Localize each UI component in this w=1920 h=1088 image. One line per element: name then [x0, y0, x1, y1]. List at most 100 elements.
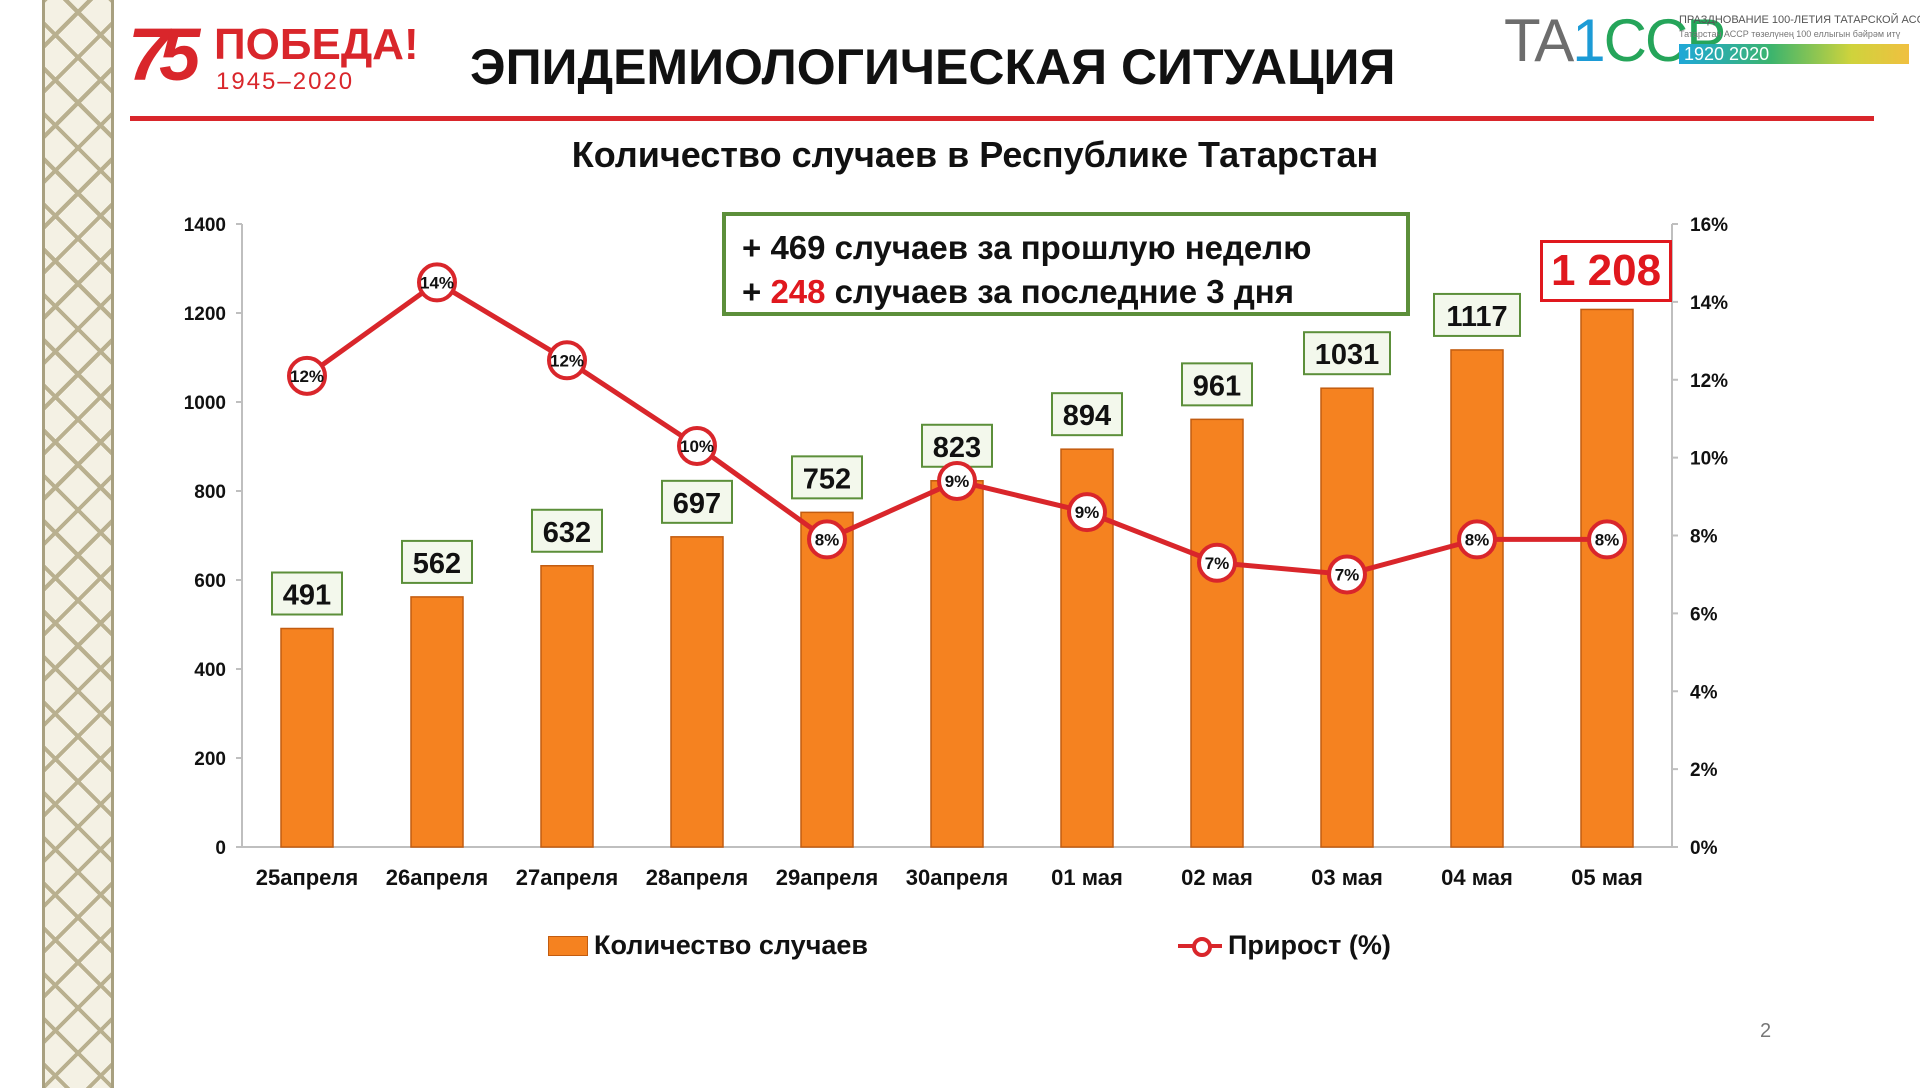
bar-value-box — [1051, 392, 1123, 437]
x-tick-label: 25апреля — [256, 865, 358, 890]
tassr-logo: TA1CCP ПРАЗДНОВАНИЕ 100-ЛЕТИЯ ТАТАРСКОЙ … — [1504, 6, 1920, 76]
growth-point-label: 14% — [420, 273, 454, 292]
ornamental-border — [42, 0, 114, 1088]
growth-point — [677, 425, 717, 466]
x-tick-label: 03 мая — [1311, 865, 1383, 890]
growth-point — [937, 460, 977, 501]
y-right-tick-label: 8% — [1690, 527, 1718, 548]
y-right-tick-label: 2% — [1690, 760, 1718, 781]
y-right-tick-label: 14% — [1690, 293, 1728, 314]
summary-3days-text: + 248 случаев за последние 3 дня — [742, 273, 1294, 310]
chart-bar — [1450, 349, 1504, 848]
chart-bar — [280, 627, 334, 848]
y-left-tick-label: 200 — [194, 749, 226, 770]
x-tick-label: 30апреля — [906, 865, 1008, 890]
bar-value-box — [661, 479, 733, 524]
chart-bar — [800, 511, 854, 848]
growth-point-label: 8% — [1465, 530, 1490, 549]
x-tick-label: 05 мая — [1571, 865, 1643, 890]
bar-value-label: 491 — [283, 580, 331, 612]
tassr-caption-2: Татарстан АССР төзелүнең 100 еллыгын бәй… — [1679, 29, 1901, 39]
chart-bar — [410, 596, 464, 848]
y-right-tick-label: 0% — [1690, 838, 1718, 859]
x-tick-label: 04 мая — [1441, 865, 1513, 890]
header-divider — [130, 116, 1874, 121]
page-title: ЭПИДЕМИОЛОГИЧЕСКАЯ СИТУАЦИЯ — [470, 39, 1396, 95]
growth-point-label: 8% — [1595, 530, 1620, 549]
bar-value-box — [271, 571, 343, 616]
y-left-tick-label: 1400 — [184, 215, 226, 236]
growth-point — [1067, 492, 1107, 533]
x-tick-label: 28апреля — [646, 865, 748, 890]
y-right-tick-label: 6% — [1690, 604, 1718, 625]
bar-value-box — [401, 539, 473, 584]
chart-bar — [1190, 418, 1244, 848]
legend-line-swatch — [1178, 936, 1222, 957]
growth-point-label: 7% — [1335, 565, 1360, 584]
weekly-summary-box: + 469 случаев за прошлую неделю + 248 сл… — [722, 212, 1410, 316]
bar-value-box — [1433, 292, 1521, 337]
bar-value-box — [531, 508, 603, 553]
legend-item-growth: Прирост (%) — [1178, 930, 1391, 961]
logo-years: 1945–2020 — [216, 68, 355, 95]
summary-3days-number: 248 — [770, 273, 826, 310]
growth-point — [417, 262, 457, 303]
growth-point — [547, 340, 587, 381]
total-cases-highlight: 1 208 — [1540, 240, 1672, 302]
bar-value-label: 632 — [543, 517, 591, 549]
tassr-mark: TA1CCP — [1504, 7, 1726, 74]
growth-point-label: 12% — [290, 367, 324, 386]
x-tick-label: 29апреля — [776, 865, 878, 890]
bar-value-label: 697 — [673, 488, 721, 520]
chart-bar — [1320, 387, 1374, 848]
chart-bar — [930, 480, 984, 848]
bar-value-label: 1117 — [1446, 301, 1507, 333]
legend-bar-swatch — [548, 935, 588, 956]
y-left-tick-label: 600 — [194, 571, 226, 592]
summary-week-text: + 469 случаев за прошлую неделю — [742, 229, 1312, 266]
y-right-tick-label: 16% — [1690, 215, 1728, 236]
x-tick-label: 27апреля — [516, 865, 618, 890]
page-number: 2 — [1760, 1020, 1772, 1042]
growth-point-label: 9% — [1075, 503, 1100, 522]
y-left-tick-label: 1000 — [184, 393, 226, 414]
x-tick-label: 26апреля — [386, 865, 488, 890]
growth-point — [1587, 519, 1627, 560]
bar-value-label: 823 — [933, 432, 981, 464]
y-right-tick-label: 12% — [1690, 371, 1728, 392]
y-left-tick-label: 800 — [194, 482, 226, 503]
growth-point-label: 12% — [550, 351, 584, 370]
bar-value-label: 1031 — [1315, 339, 1380, 371]
growth-point — [1327, 554, 1367, 595]
chart-bar — [540, 565, 594, 848]
bar-value-label: 894 — [1063, 400, 1111, 432]
bar-value-label: 961 — [1193, 370, 1241, 402]
logo-75-number: 75 — [128, 13, 200, 96]
x-tick-label: 02 мая — [1181, 865, 1253, 890]
growth-point-label: 8% — [815, 530, 840, 549]
growth-point-label: 9% — [945, 472, 970, 491]
y-right-tick-label: 4% — [1690, 682, 1718, 703]
growth-point — [1197, 542, 1237, 583]
logo-pobeda-word: ПОБЕДА! — [214, 20, 419, 69]
bar-value-box — [1181, 362, 1253, 407]
chart-bar — [1580, 308, 1634, 848]
growth-point-label: 10% — [680, 437, 714, 456]
y-left-tick-label: 0 — [215, 838, 226, 859]
legend-cases-label: Количество случаев — [594, 930, 868, 960]
bar-value-box — [791, 455, 863, 500]
tassr-caption-1: ПРАЗДНОВАНИЕ 100-ЛЕТИЯ ТАТАРСКОЙ АССР — [1679, 14, 1920, 26]
legend-item-cases: Количество случаев — [548, 930, 868, 961]
bar-value-label: 752 — [803, 463, 851, 495]
growth-point-label: 7% — [1205, 554, 1230, 573]
y-left-tick-label: 1200 — [184, 304, 226, 325]
tassr-color-bar — [1679, 44, 1909, 64]
y-left-tick-label: 400 — [194, 660, 226, 681]
victory-75-logo: 75 ПОБЕДА! 1945–2020 — [128, 13, 438, 98]
bar-value-label: 562 — [413, 548, 461, 580]
growth-point — [1457, 519, 1497, 560]
growth-point — [287, 355, 327, 396]
legend-growth-label: Прирост (%) — [1228, 930, 1391, 960]
chart-legend: Количество случаев Прирост (%) — [0, 930, 1920, 970]
